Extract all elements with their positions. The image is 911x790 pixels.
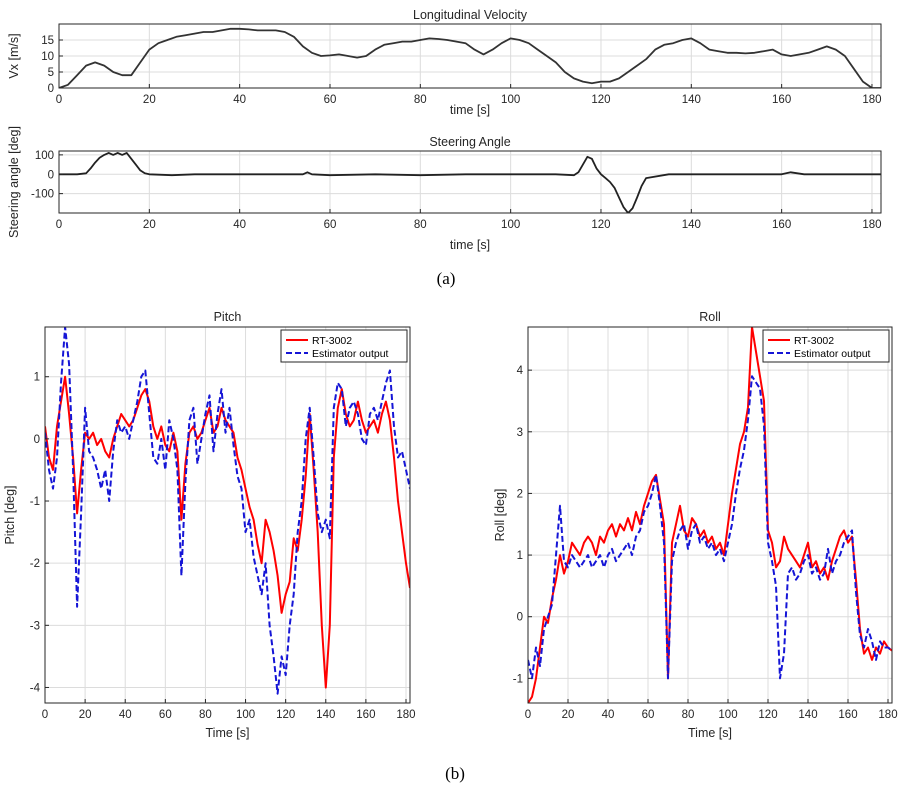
pitch-xtick-label-5: 100: [236, 709, 255, 721]
steering-xlabel: time [s]: [450, 238, 490, 252]
steering-plot-area: [59, 151, 881, 213]
velocity-ytick-label-0: 0: [48, 83, 54, 95]
velocity-xlabel: time [s]: [450, 103, 490, 117]
steering-chart: 0 20 40 60 80 100 120 140 160 180 -100 0 100 Steering…: [7, 126, 882, 252]
velocity-title: Longitudinal Velocity: [413, 8, 528, 22]
roll-xlabel: Time [s]: [688, 726, 732, 740]
pitch-xtick-label-7: 140: [316, 709, 335, 721]
pitch-xtick-label-2: 40: [119, 709, 132, 721]
steering-xtick-label-1: 20: [143, 219, 156, 231]
roll-xtick-label-7: 140: [798, 709, 817, 721]
roll-xtick-label-8: 160: [838, 709, 857, 721]
velocity-xtick-label-7: 140: [682, 94, 701, 106]
pitch-axes-frame: [44, 326, 411, 704]
roll-xtick-label-0: 0: [525, 709, 531, 721]
pitch-series-1-line: [45, 327, 410, 695]
pitch-xtick-label-6: 120: [276, 709, 295, 721]
velocity-xtick-label-2: 40: [233, 94, 246, 106]
panel-label-a: (a): [437, 269, 456, 288]
roll-ylabel: Roll [deg]: [493, 489, 507, 542]
steering-xtick-label-7: 140: [682, 219, 701, 231]
roll-ytick-label-1: 0: [517, 612, 523, 624]
steering-xtick-label-0: 0: [56, 219, 62, 231]
steering-ytick-label-2: 100: [35, 150, 54, 162]
steering-axes-frame: [58, 150, 882, 214]
roll-axes-frame: [527, 326, 893, 704]
velocity-xtick-label-4: 80: [414, 94, 427, 106]
pitch-xtick-label-8: 160: [356, 709, 375, 721]
steering-xtick-label-8: 160: [772, 219, 791, 231]
roll-chart: 0 20 40 60 80 100 120 140 160 180 -1 0 1 2 3 4 Roll Time …: [493, 310, 898, 740]
steering-xtick-label-3: 60: [324, 219, 337, 231]
steering-title: Steering Angle: [429, 135, 510, 149]
roll-ytick-label-2: 1: [517, 550, 523, 562]
roll-xtick-label-1: 20: [562, 709, 575, 721]
pitch-chart: 0 20 40 60 80 100 120 140 160 180 -4 -3 -2 -1 0 1 Pitch T…: [3, 310, 416, 740]
roll-ytick-label-0: -1: [513, 673, 523, 685]
velocity-xtick-label-3: 60: [324, 94, 337, 106]
velocity-ytick-label-1: 5: [48, 67, 54, 79]
roll-legend-box: [762, 329, 890, 363]
steering-ytick-label-0: -100: [31, 189, 54, 201]
pitch-ytick-label-3: -1: [30, 496, 40, 508]
velocity-xtick-label-8: 160: [772, 94, 791, 106]
pitch-legend-label-1: Estimator output: [312, 348, 389, 360]
roll-xtick-label-5: 100: [718, 709, 737, 721]
steering-xtick-label-2: 40: [233, 219, 246, 231]
panel-label-b: (b): [445, 764, 465, 783]
pitch-xlabel: Time [s]: [206, 726, 250, 740]
pitch-ytick-label-2: -2: [30, 558, 40, 570]
velocity-xtick-label-6: 120: [591, 94, 610, 106]
velocity-xtick-label-1: 20: [143, 94, 156, 106]
velocity-ytick-label-3: 15: [41, 35, 54, 47]
roll-title: Roll: [699, 310, 721, 324]
pitch-xtick-label-4: 80: [199, 709, 212, 721]
pitch-ytick-label-5: 1: [34, 372, 40, 384]
velocity-xtick-label-9: 180: [862, 94, 881, 106]
velocity-series-0-line: [59, 27, 881, 88]
roll-legend-label-1: Estimator output: [794, 348, 871, 360]
pitch-xtick-label-1: 20: [79, 709, 92, 721]
velocity-ylabel: Vx [m/s]: [7, 33, 21, 78]
velocity-xtick-label-0: 0: [56, 94, 62, 106]
steering-ytick-label-1: 0: [48, 169, 54, 181]
roll-series-1-line: [528, 375, 892, 680]
velocity-xtick-label-5: 100: [501, 94, 520, 106]
pitch-title: Pitch: [214, 310, 242, 324]
pitch-legend-box: [280, 329, 408, 363]
pitch-plot-area: [45, 327, 410, 703]
steering-xtick-label-9: 180: [862, 219, 881, 231]
pitch-legend-label-0: RT-3002: [312, 335, 352, 347]
steering-xtick-label-6: 120: [591, 219, 610, 231]
pitch-xtick-label-3: 60: [159, 709, 172, 721]
steering-ylabel: Steering angle [deg]: [7, 126, 21, 238]
roll-xtick-label-3: 60: [642, 709, 655, 721]
pitch-xtick-label-0: 0: [42, 709, 48, 721]
steering-xtick-label-4: 80: [414, 219, 427, 231]
roll-series-0-line: [528, 327, 892, 703]
pitch-xtick-label-9: 180: [396, 709, 415, 721]
roll-xtick-label-6: 120: [758, 709, 777, 721]
steering-series-0-line: [59, 151, 881, 213]
velocity-ytick-label-2: 10: [41, 51, 54, 63]
steering-xtick-label-5: 100: [501, 219, 520, 231]
roll-plot-area: [528, 327, 892, 703]
roll-xtick-label-9: 180: [878, 709, 897, 721]
roll-xtick-label-2: 40: [602, 709, 615, 721]
pitch-ytick-label-4: 0: [34, 434, 40, 446]
pitch-ytick-label-0: -4: [30, 682, 41, 694]
roll-xtick-label-4: 80: [682, 709, 695, 721]
velocity-chart: 0 20 40 60 80 100 120 140 160 180 0 5 10 15 Longitudin…: [7, 8, 882, 117]
roll-ytick-label-3: 2: [517, 488, 523, 500]
roll-ytick-label-5: 4: [517, 365, 524, 377]
pitch-ytick-label-1: -3: [30, 620, 40, 632]
roll-legend-label-0: RT-3002: [794, 335, 834, 347]
pitch-ylabel: Pitch [deg]: [3, 485, 17, 544]
roll-ytick-label-4: 3: [517, 427, 523, 439]
